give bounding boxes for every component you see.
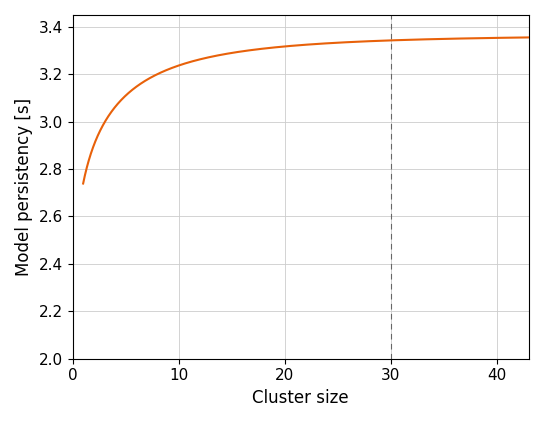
- Y-axis label: Model persistency [s]: Model persistency [s]: [15, 98, 33, 276]
- X-axis label: Cluster size: Cluster size: [252, 389, 349, 407]
